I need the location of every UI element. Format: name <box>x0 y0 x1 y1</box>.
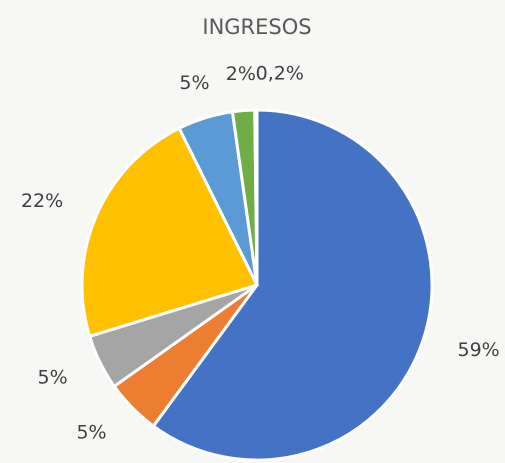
pie-slice <box>80 126 260 339</box>
data-label: 22% <box>21 190 63 212</box>
data-label: 5% <box>38 367 68 389</box>
chart-title: INGRESOS <box>202 15 311 39</box>
data-label: 2% <box>226 63 256 85</box>
pie-slice <box>253 108 259 286</box>
data-label: 5% <box>179 72 209 94</box>
data-label: 0,2% <box>256 63 304 85</box>
pie-slice <box>151 108 434 462</box>
data-label: 59% <box>458 339 500 361</box>
data-label: 5% <box>76 422 106 444</box>
